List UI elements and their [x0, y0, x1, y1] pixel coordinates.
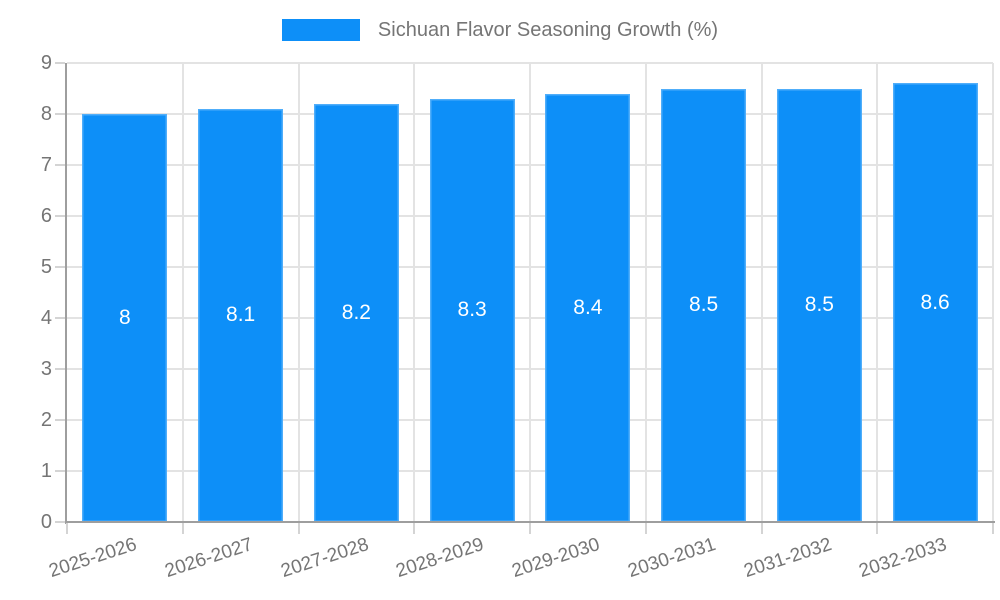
x-tick-mark	[297, 523, 300, 534]
x-gridline	[876, 63, 879, 522]
y-axis-tick-label: 6	[40, 205, 52, 227]
x-axis-tick-label: 2032-2033	[856, 534, 950, 583]
x-tick-mark	[181, 523, 184, 534]
x-tick-mark	[66, 523, 68, 534]
x-tick-mark	[644, 523, 647, 534]
bar[interactable]: 8.1	[198, 108, 284, 522]
x-gridline	[992, 63, 994, 522]
y-axis-tick-label: 0	[40, 511, 52, 533]
x-axis-tick-label: 2031-2032	[740, 534, 834, 583]
x-tick-mark	[413, 523, 416, 534]
x-gridline	[760, 63, 763, 522]
x-gridline	[644, 63, 647, 522]
y-axis-tick-label: 1	[40, 460, 52, 482]
bar[interactable]: 8.6	[892, 83, 978, 522]
bar-value-label: 8.3	[457, 298, 487, 322]
bar-value-label: 8	[119, 306, 131, 329]
bar[interactable]: 8.3	[429, 98, 515, 522]
y-tick-mark	[55, 62, 65, 64]
bar[interactable]: 8.2	[313, 103, 399, 522]
y-tick-mark	[55, 317, 65, 319]
y-axis-tick-label: 4	[40, 307, 52, 329]
bar-value-label: 8.5	[689, 293, 719, 317]
x-gridline	[413, 63, 416, 522]
x-axis-tick-label: 2030-2031	[625, 534, 719, 583]
y-axis-tick-label: 8	[40, 103, 52, 125]
x-tick-mark	[529, 523, 531, 534]
legend: Sichuan Flavor Seasoning Growth (%)	[0, 18, 1000, 42]
x-axis-tick-label: 2026-2027	[162, 534, 256, 583]
bar[interactable]: 8.4	[545, 93, 631, 522]
bar-value-label: 8.6	[920, 290, 950, 314]
x-tick-mark	[876, 523, 879, 534]
plot-area: 8 8.1 8.2 8.3 8.4 8.5 8.5 8.6	[67, 62, 994, 522]
y-axis-line	[65, 63, 67, 524]
y-axis-tick-label: 3	[40, 358, 52, 380]
x-axis-line	[65, 521, 995, 523]
y-tick-mark	[55, 113, 65, 115]
y-tick-mark	[55, 266, 65, 268]
bar-value-label: 8.2	[341, 300, 371, 324]
y-axis-tick-label: 2	[40, 409, 52, 431]
y-tick-mark	[55, 368, 65, 370]
y-tick-mark	[55, 521, 65, 523]
y-tick-mark	[55, 215, 65, 217]
legend-swatch	[281, 19, 360, 41]
x-axis-tick-label: 2025-2026	[46, 534, 140, 583]
bar[interactable]: 8.5	[776, 88, 862, 522]
bar-value-label: 8.1	[226, 303, 256, 327]
x-gridline	[297, 63, 300, 522]
y-axis-tick-label: 7	[40, 154, 52, 176]
x-axis-tick-label: 2029-2030	[509, 534, 603, 583]
x-axis-tick-label: 2027-2028	[277, 534, 371, 583]
y-tick-mark	[55, 470, 65, 472]
x-gridline	[529, 63, 531, 522]
bar[interactable]: 8.5	[661, 88, 747, 522]
y-tick-mark	[55, 164, 65, 166]
legend-item[interactable]: Sichuan Flavor Seasoning Growth (%)	[281, 18, 719, 42]
x-axis-tick-label: 2028-2029	[393, 534, 487, 583]
x-gridline	[181, 63, 184, 522]
y-axis-tick-label: 9	[40, 52, 52, 74]
legend-label: Sichuan Flavor Seasoning Growth (%)	[377, 19, 719, 41]
bar[interactable]: 8	[82, 114, 168, 522]
y-tick-mark	[55, 419, 65, 421]
bar-value-label: 8.5	[804, 293, 834, 317]
bar-value-label: 8.4	[573, 295, 603, 319]
x-tick-mark	[760, 523, 763, 534]
y-axis-tick-label: 5	[40, 256, 52, 278]
x-tick-mark	[992, 523, 994, 534]
